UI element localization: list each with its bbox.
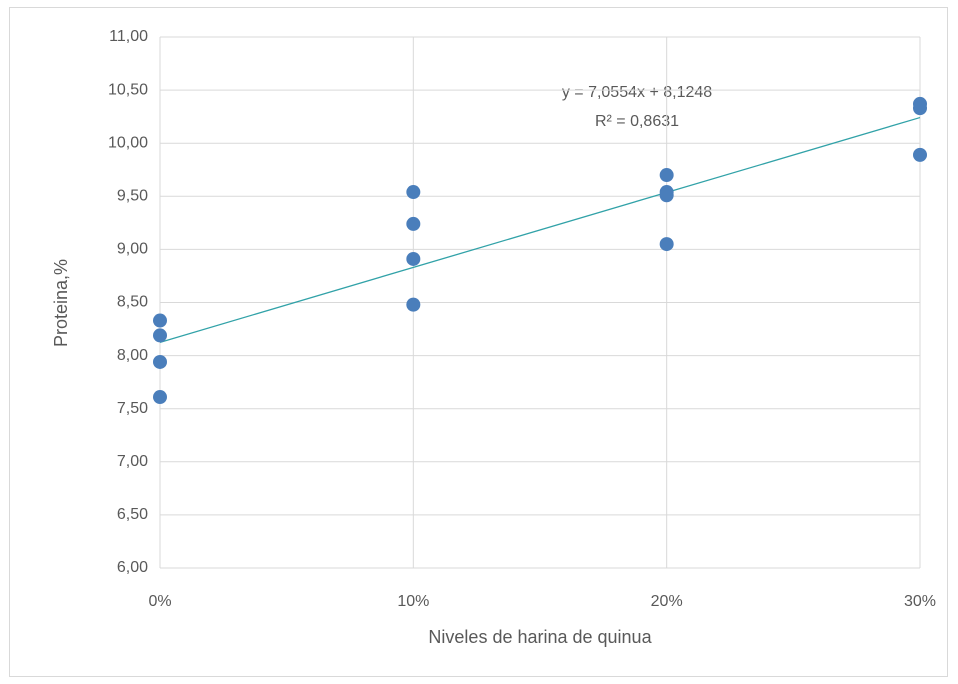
point bbox=[406, 185, 421, 200]
trendline-equation: y = 7,0554x + 8,1248 bbox=[562, 84, 712, 101]
point bbox=[406, 251, 421, 266]
y-tick-label: 7,50 bbox=[117, 400, 148, 417]
y-tick-label: 7,00 bbox=[117, 453, 148, 470]
point bbox=[406, 216, 421, 231]
point bbox=[659, 237, 674, 252]
x-axis-title: Niveles de harina de quinua bbox=[428, 627, 652, 647]
point bbox=[913, 101, 927, 116]
x-tick-label: 10% bbox=[397, 593, 429, 610]
x-tick-label: 0% bbox=[148, 593, 171, 610]
point bbox=[659, 188, 674, 203]
trendline-r-squared: R² = 0,8631 bbox=[595, 113, 679, 130]
y-tick-label: 9,00 bbox=[117, 241, 148, 258]
y-tick-label: 8,00 bbox=[117, 347, 148, 364]
y-tick-label: 6,50 bbox=[117, 506, 148, 523]
chart-frame bbox=[9, 7, 948, 677]
point bbox=[153, 354, 167, 369]
x-tick-label: 20% bbox=[651, 593, 683, 610]
x-tick-label: 30% bbox=[904, 593, 936, 610]
y-tick-label: 10,50 bbox=[108, 81, 148, 98]
point bbox=[913, 147, 927, 162]
y-tick-label: 11,00 bbox=[109, 28, 148, 45]
y-tick-label: 10,00 bbox=[108, 134, 148, 151]
y-tick-label: 6,00 bbox=[117, 559, 148, 576]
trendline bbox=[159, 116, 921, 343]
y-tick-label: 9,50 bbox=[117, 188, 148, 205]
y-axis-title: Proteina,% bbox=[51, 259, 71, 347]
point bbox=[153, 328, 167, 343]
y-tick-label: 8,50 bbox=[117, 294, 148, 311]
point bbox=[153, 390, 167, 405]
point bbox=[659, 168, 674, 183]
point bbox=[406, 297, 421, 312]
point bbox=[153, 313, 167, 328]
